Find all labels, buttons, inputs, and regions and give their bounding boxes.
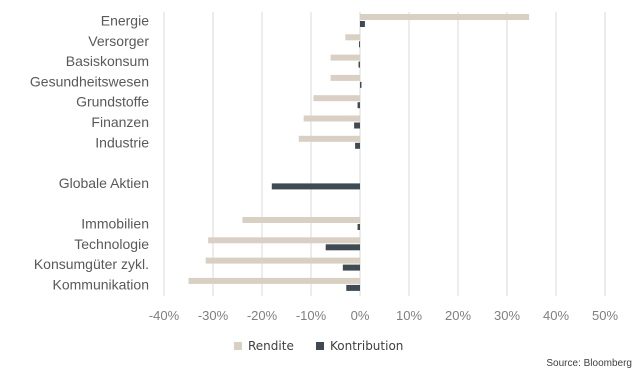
bar-rendite-basiskonsum bbox=[330, 54, 360, 61]
category-label-finanzen: Finanzen bbox=[91, 114, 149, 130]
legend: Rendite Kontribution bbox=[234, 339, 403, 353]
x-tick-label: 40% bbox=[543, 308, 569, 323]
bar-rendite-industrie bbox=[298, 135, 360, 142]
category-label-kommunikation: Kommunikation bbox=[53, 276, 150, 292]
x-tick-label: -20% bbox=[247, 308, 278, 323]
x-tick-label: 30% bbox=[494, 308, 520, 323]
bar-kontribution-versorger bbox=[359, 41, 361, 48]
bar-kontribution-energie bbox=[360, 21, 365, 27]
bar-kontribution-kommunikation bbox=[346, 284, 360, 291]
bar-rendite-konsumgüter-zykl bbox=[205, 257, 360, 264]
bars bbox=[188, 14, 530, 291]
bar-rendite-versorger bbox=[345, 34, 360, 41]
bar-rendite-kommunikation bbox=[188, 277, 360, 284]
category-label-basiskonsum: Basiskonsum bbox=[66, 53, 149, 69]
bar-kontribution-industrie bbox=[355, 142, 360, 149]
category-label-globale-aktien: Globale Aktien bbox=[59, 175, 149, 191]
x-tick-label: 50% bbox=[592, 308, 618, 323]
x-tick-label: 10% bbox=[396, 308, 422, 323]
legend-label-rendite: Rendite bbox=[248, 339, 294, 353]
bar-kontribution-technologie bbox=[325, 244, 360, 251]
category-label-technologie: Technologie bbox=[74, 236, 149, 252]
bar-kontribution-grundstoffe bbox=[357, 102, 360, 109]
category-label-versorger: Versorger bbox=[88, 33, 149, 49]
x-tick-label: -40% bbox=[149, 308, 180, 323]
bar-kontribution-gesundheitswesen bbox=[360, 81, 362, 88]
source-note: Source: Bloomberg bbox=[546, 358, 632, 368]
bar-kontribution-finanzen bbox=[354, 122, 360, 129]
bar-rendite-energie bbox=[360, 14, 530, 20]
category-label-immobilien: Immobilien bbox=[81, 216, 149, 232]
bar-rendite-grundstoffe bbox=[313, 95, 360, 102]
legend-label-kontribution: Kontribution bbox=[330, 339, 403, 353]
grid-lines bbox=[163, 12, 606, 296]
bar-kontribution-globale-aktien bbox=[271, 183, 360, 190]
legend-swatch-rendite bbox=[234, 342, 242, 350]
bar-rendite-gesundheitswesen bbox=[330, 74, 360, 81]
bar-rendite-finanzen bbox=[303, 115, 360, 122]
x-tick-label: 20% bbox=[445, 308, 471, 323]
category-label-industrie: Industrie bbox=[95, 134, 149, 150]
bar-kontribution-immobilien bbox=[357, 224, 360, 230]
bar-kontribution-basiskonsum bbox=[358, 61, 360, 68]
x-tick-label: -30% bbox=[198, 308, 229, 323]
category-label-gesundheitswesen: Gesundheitswesen bbox=[30, 73, 149, 89]
bar-rendite-immobilien bbox=[242, 217, 360, 223]
category-label-konsumgüter-zykl: Konsumgüter zykl. bbox=[34, 256, 149, 272]
category-label-grundstoffe: Grundstoffe bbox=[76, 94, 149, 110]
x-axis-tick-labels: -40% -30% -20% -10% 0% 10% 20% 30% 40% 50% bbox=[149, 308, 619, 323]
legend-swatch-kontribution bbox=[316, 342, 324, 350]
x-tick-label: 0% bbox=[351, 308, 370, 323]
bar-rendite-technologie bbox=[208, 237, 360, 244]
category-label-energie: Energie bbox=[101, 13, 149, 29]
x-tick-label: -10% bbox=[296, 308, 327, 323]
bar-kontribution-konsumgüter-zykl bbox=[342, 264, 360, 271]
category-labels: Energie Versorger Basiskonsum Gesundheitswe… bbox=[30, 13, 149, 293]
